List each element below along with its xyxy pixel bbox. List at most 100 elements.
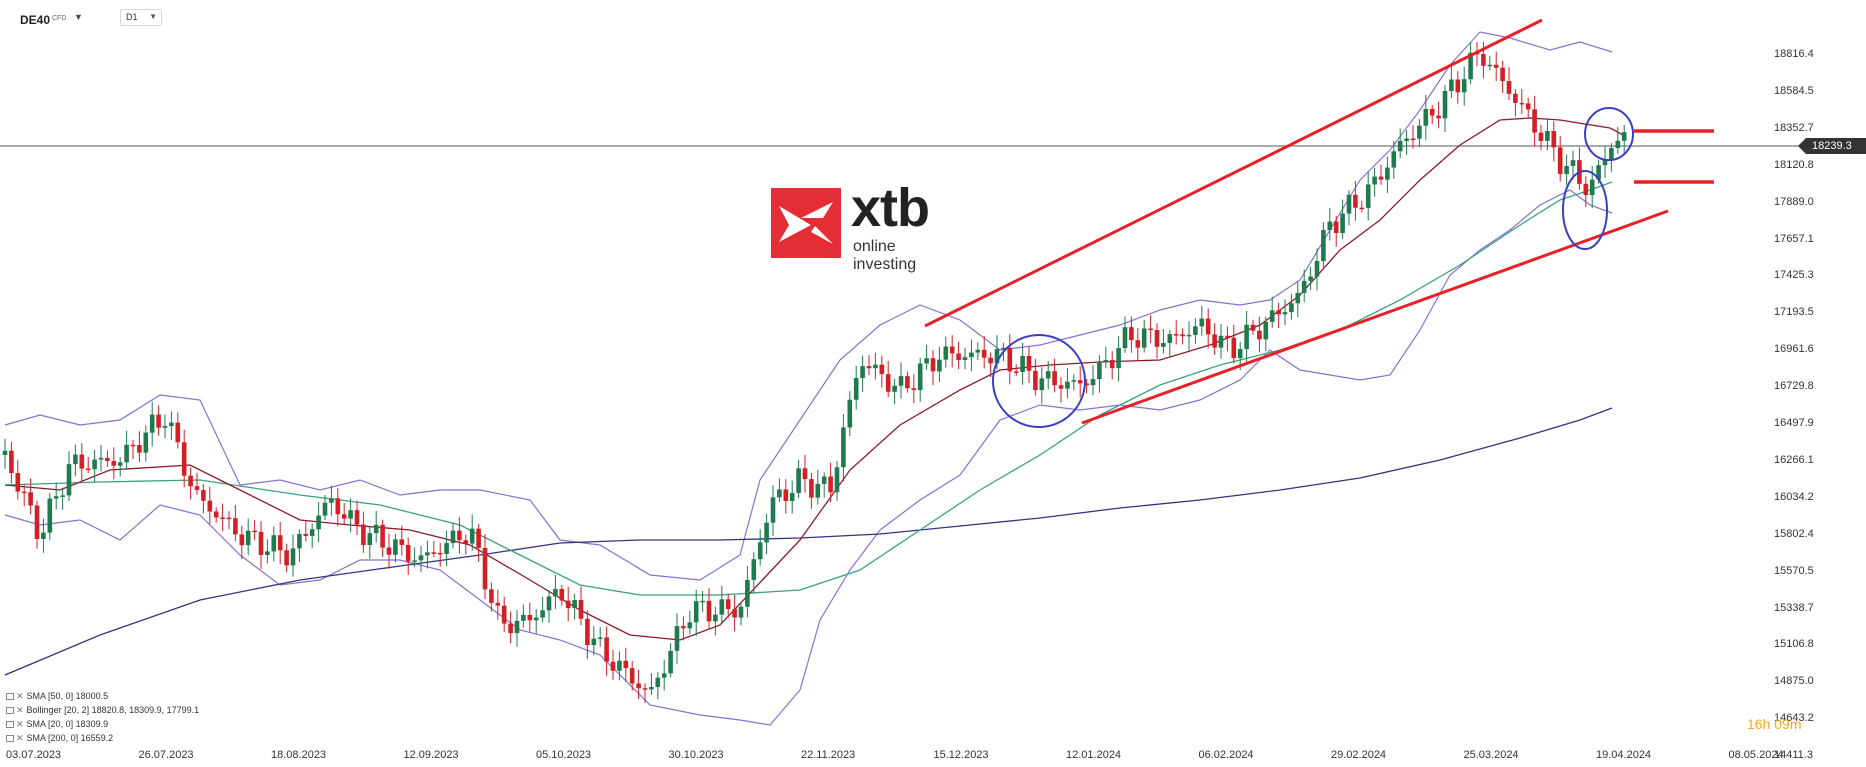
date-tick-label: 08.05.2024: [1728, 749, 1784, 761]
candle-body: [892, 385, 897, 392]
candle-body: [521, 614, 526, 621]
candle-body: [271, 535, 277, 552]
candle-body: [668, 650, 673, 674]
candle-body: [1378, 176, 1384, 180]
candle-body: [1621, 132, 1627, 141]
candle-body: [469, 528, 475, 544]
price-tick-label: 15338.7: [1774, 601, 1814, 614]
candle-body: [1551, 131, 1557, 148]
date-tick-label: 12.01.2024: [1066, 749, 1122, 761]
candle-body: [1301, 280, 1307, 293]
candle-body: [661, 673, 667, 678]
indicator-label: SMA [200, 0] 16559.2: [26, 733, 114, 743]
candle-body: [866, 366, 872, 369]
candle-body: [873, 364, 878, 369]
price-tick-label: 16497.9: [1774, 417, 1814, 429]
candle-body: [1237, 349, 1243, 359]
candle-body: [949, 346, 955, 354]
close-icon[interactable]: ✕: [16, 719, 24, 729]
x-mark-icon: [779, 202, 833, 244]
settings-icon[interactable]: [6, 693, 14, 701]
candle-countdown: 16h 09m: [1747, 716, 1802, 732]
candle-body: [1461, 79, 1467, 93]
candle-body: [361, 524, 366, 546]
candle-body: [546, 596, 552, 611]
candle-body: [207, 500, 213, 512]
candle-body: [956, 353, 961, 361]
candle-body: [9, 450, 14, 474]
candle-body: [821, 476, 827, 484]
candle-body: [713, 614, 718, 622]
upper-trendline: [924, 18, 1543, 328]
candle-body: [124, 444, 129, 463]
candle-body: [1295, 292, 1301, 304]
candle-body: [437, 552, 443, 555]
close-icon[interactable]: ✕: [16, 691, 24, 701]
candle-body: [1289, 303, 1294, 313]
candle-body: [1141, 328, 1147, 348]
date-tick-label: 05.10.2023: [536, 749, 592, 761]
candle-body: [252, 530, 257, 533]
candle-body: [1135, 340, 1141, 348]
price-tick-label: 16266.1: [1774, 453, 1814, 466]
timeframe-value: D1: [126, 12, 138, 22]
candle-body: [597, 637, 603, 639]
current-price-tag: 18239.3: [1798, 138, 1866, 154]
candle-body: [789, 493, 795, 502]
candle-body: [1282, 312, 1288, 315]
candle-body: [239, 534, 245, 546]
candle-body: [533, 617, 539, 621]
candle-body: [188, 475, 193, 487]
close-icon[interactable]: ✕: [16, 705, 24, 715]
candle-body: [1397, 141, 1403, 152]
price-tick-label: 14643.2: [1774, 712, 1814, 725]
candle-body: [1077, 380, 1083, 384]
settings-icon[interactable]: [6, 721, 14, 729]
candle-body: [834, 467, 840, 493]
symbol-name[interactable]: DE40: [20, 13, 51, 27]
candle-body: [1173, 334, 1179, 336]
candle-body: [98, 457, 104, 460]
candle-body: [1161, 342, 1166, 347]
candle-body: [137, 445, 142, 453]
date-tick-label: 03.07.2023: [6, 749, 62, 761]
candle-body: [1353, 194, 1358, 208]
candle-body: [143, 432, 149, 453]
candle-body: [604, 637, 609, 662]
close-icon[interactable]: ✕: [16, 733, 24, 743]
candle-body: [1129, 327, 1134, 341]
candle-body: [777, 489, 782, 498]
candle-body: [1487, 64, 1493, 67]
candle-body: [495, 602, 501, 606]
candle-body: [79, 454, 85, 469]
chart-toolbar: DE40 CFD ▼ D1 ▼: [0, 0, 800, 36]
candle-body: [130, 444, 136, 447]
candle-body: [1212, 334, 1217, 348]
timeframe-select[interactable]: D1 ▼: [120, 9, 162, 26]
candle-body: [399, 539, 405, 545]
candle-body: [1442, 91, 1448, 119]
candle-body: [642, 688, 648, 690]
candle-body: [1205, 318, 1211, 335]
indicator-label: SMA [20, 0] 18309.9: [26, 719, 109, 729]
chevron-down-icon[interactable]: ▼: [74, 12, 83, 22]
candle-body: [732, 609, 737, 618]
candle-body: [85, 468, 91, 470]
candle-body: [981, 349, 987, 358]
price-tick-label: 18816.4: [1774, 48, 1814, 60]
price-tick-label: 15802.4: [1774, 527, 1814, 540]
settings-icon[interactable]: [6, 735, 14, 743]
candle-body: [1615, 140, 1621, 149]
price-tick-label: 17193.5: [1774, 306, 1814, 319]
settings-icon[interactable]: [6, 707, 14, 715]
candle-body: [1154, 329, 1160, 347]
indicator-row: ✕ SMA [200, 0] 16559.2: [6, 731, 199, 745]
candle-body: [1103, 359, 1109, 362]
candle-body: [1346, 194, 1352, 214]
candle-body: [1116, 348, 1121, 369]
candle-body: [508, 623, 513, 634]
candle-body: [1500, 67, 1505, 82]
candle-body: [373, 524, 379, 534]
price-tick-label: 16034.2: [1774, 490, 1814, 503]
